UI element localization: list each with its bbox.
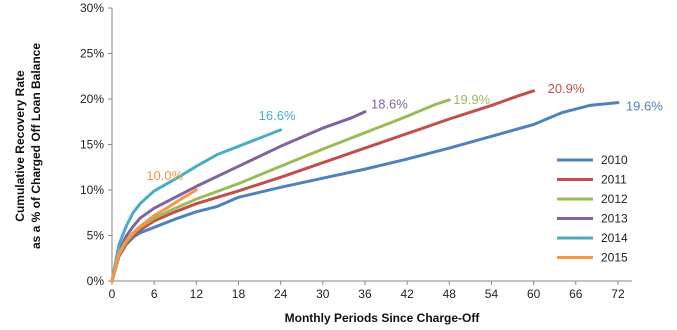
x-axis-title: Monthly Periods Since Charge-Off — [285, 311, 481, 325]
x-tick-label: 42 — [400, 287, 414, 301]
x-tick-label: 6 — [151, 287, 158, 301]
y-tick-label: 0% — [87, 274, 105, 288]
series-line-2010 — [110, 101, 620, 283]
y-tick-label: 20% — [80, 92, 104, 106]
x-tick-label: 24 — [274, 287, 288, 301]
y-tick-label: 25% — [80, 47, 104, 61]
series-line-2015 — [110, 188, 198, 283]
y-axis-ticks: 0% 5% 10% 15% 20% 25% 30% — [80, 1, 112, 288]
end-label-2014: 16.6% — [259, 108, 296, 123]
y-tick-label: 30% — [80, 1, 104, 15]
series-line-2014 — [110, 128, 283, 283]
x-tick-label: 30 — [316, 287, 330, 301]
end-label-2011: 20.9% — [548, 81, 585, 96]
legend-label-2014: 2014 — [601, 231, 628, 245]
legend-label-2010: 2010 — [601, 153, 628, 167]
y-tick-label: 5% — [87, 229, 105, 243]
y-axis-title-line1: Cumulative Recovery Rate — [13, 70, 27, 222]
end-label-2012: 19.9% — [453, 92, 490, 107]
legend-label-2011: 2011 — [601, 173, 627, 187]
y-tick-label: 15% — [80, 138, 104, 152]
end-label-2010: 19.6% — [626, 99, 663, 114]
axes — [111, 8, 632, 282]
x-tick-label: 48 — [443, 287, 457, 301]
x-tick-label: 66 — [569, 287, 583, 301]
end-label-2015: 10.0% — [146, 168, 183, 183]
legend-label-2013: 2013 — [601, 212, 628, 226]
x-tick-label: 60 — [527, 287, 541, 301]
y-axis-title-line2: as a % of Charged Off Loan Balance — [29, 43, 43, 249]
legend: 2010 2011 2012 2013 2014 2015 — [557, 153, 628, 265]
legend-label-2012: 2012 — [601, 192, 628, 206]
y-tick-label: 10% — [80, 183, 104, 197]
x-tick-label: 72 — [611, 287, 625, 301]
series-line-2011 — [110, 89, 536, 283]
legend-label-2015: 2015 — [601, 251, 628, 265]
series-line-2013 — [110, 110, 367, 283]
x-tick-label: 18 — [232, 287, 246, 301]
x-tick-label: 36 — [358, 287, 372, 301]
x-axis-ticks: 0 6 12 18 24 30 36 42 48 54 60 66 72 — [109, 281, 625, 301]
x-tick-label: 0 — [109, 287, 116, 301]
series-lines — [110, 89, 620, 283]
series-line-2012 — [110, 98, 451, 283]
x-tick-label: 54 — [485, 287, 499, 301]
x-tick-label: 12 — [190, 287, 204, 301]
end-label-2013: 18.6% — [371, 97, 408, 112]
end-labels: 19.6% 20.9% 19.9% 18.6% 16.6% 10.0% — [146, 81, 663, 183]
